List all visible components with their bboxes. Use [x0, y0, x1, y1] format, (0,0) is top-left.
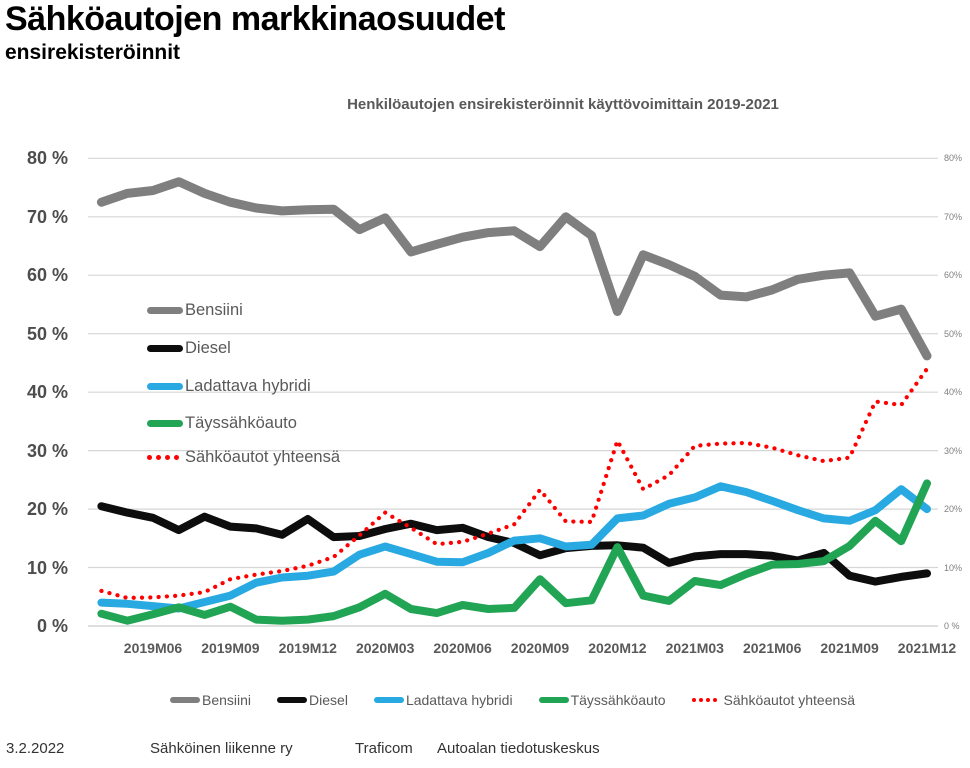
y-tick-label-left-60: 60 %: [26, 265, 68, 286]
legend-item-ladattava-hybridi: Ladattava hybridi: [147, 375, 311, 397]
series-line-bensiini: [96, 177, 932, 361]
footer-source-electric-traffic: Sähköinen liikenne ry: [150, 740, 293, 757]
bottom-legend-label-tayssahkoauto: Täyssähköauto: [570, 692, 666, 708]
y-tick-label-right-0: 0 %: [944, 621, 960, 631]
y-tick-label-right-20: 20%: [944, 504, 963, 515]
y-tick-label-right-80: 80%: [944, 153, 963, 164]
bottom-legend-item-sahkoautot-yhteensa: Sähköautot yhteensä: [691, 692, 856, 708]
x-tick-label-2019M06: 2019M06: [123, 640, 183, 656]
y-tick-label-right-10: 10%: [944, 562, 963, 573]
legend-swatch-diesel-line-icon: [147, 344, 183, 352]
x-tick-label-2021M06: 2021M06: [742, 640, 802, 656]
x-tick-label-2019M09: 2019M09: [201, 640, 260, 656]
y-tick-label-right-70: 70%: [944, 211, 963, 222]
y-tick-label-right-40: 40%: [944, 387, 963, 398]
legend-label-tayssahkoauto: Täyssähköauto: [185, 413, 297, 432]
legend-label-bensiini: Bensiini: [185, 300, 243, 319]
bottom-legend-item-diesel: Diesel: [277, 692, 348, 708]
footer-date: 3.2.2022: [6, 740, 65, 757]
y-tick-label-right-60: 60%: [944, 270, 963, 281]
legend-swatch-bensiini-line-icon: [170, 697, 200, 703]
legend-item-tayssahkoauto: Täyssähköauto: [147, 412, 297, 434]
bottom-legend-label-sahkoautot-yhteensa: Sähköautot yhteensä: [723, 692, 856, 708]
x-tick-label-2019M12: 2019M12: [278, 640, 337, 656]
legend-label-diesel: Diesel: [185, 338, 231, 357]
x-tick-label-2020M09: 2020M09: [510, 640, 570, 656]
legend-label-sahkoautot-yhteensa: Sähköautot yhteensä: [185, 447, 341, 466]
bottom-legend-label-bensiini: Bensiini: [202, 692, 252, 708]
y-tick-label-right-30: 30%: [944, 445, 963, 456]
y-tick-label-left-0: 0 %: [36, 616, 68, 636]
page-subtitle: ensirekisteröinnit: [5, 41, 181, 64]
x-tick-label-2021M03: 2021M03: [665, 640, 724, 656]
footer-source-traficom: Traficom: [355, 740, 413, 757]
legend-item-sahkoautot-yhteensa: Sähköautot yhteensä: [147, 446, 340, 468]
y-tick-label-left-30: 30 %: [26, 440, 68, 461]
y-tick-label-left-70: 70 %: [26, 206, 68, 227]
x-tick-label-2021M12: 2021M12: [897, 640, 957, 656]
chart-title: Henkilöautojen ensirekisteröinnit käyttö…: [347, 96, 779, 113]
y-tick-label-left-80: 80 %: [26, 148, 68, 169]
x-tick-label-2021M09: 2021M09: [820, 640, 879, 656]
y-tick-label-right-50: 50%: [944, 328, 963, 339]
legend-swatch-bensiini-line-icon: [147, 306, 183, 314]
legend-swatch-ladattava-hybridi-line-icon: [147, 382, 183, 390]
bottom-legend-item-ladattava-hybridi: Ladattava hybridi: [373, 692, 513, 708]
series-line-ladattava-hybridi: [97, 482, 931, 613]
x-tick-label-2020M06: 2020M06: [433, 640, 492, 656]
bottom-legend-item-bensiini: Bensiini: [170, 692, 251, 708]
series-line-sahkoautot-yhteensa: [99, 366, 930, 601]
legend-item-diesel: Diesel: [147, 337, 231, 359]
legend-swatch-diesel-line-icon: [277, 697, 308, 703]
series-line-tayssahkoauto: [97, 479, 931, 625]
x-tick-label-2020M12: 2020M12: [588, 640, 647, 656]
legend-swatch-ladattava-hybridi-line-icon: [373, 697, 404, 703]
legend-swatch-sahkoautot-yhteensa-dotted-line-icon: [691, 698, 722, 702]
y-tick-label-left-40: 40 %: [26, 382, 68, 403]
bottom-legend-label-diesel: Diesel: [309, 692, 348, 708]
y-tick-label-left-10: 10 %: [26, 557, 68, 578]
legend-label-ladattava-hybridi: Ladattava hybridi: [185, 376, 311, 395]
legend-swatch-sahkoautot-yhteensa-dotted-line-icon: [147, 454, 183, 460]
footer-source-autoala: Autoalan tiedotuskeskus: [437, 740, 600, 757]
page-title: Sähköautojen markkinaosuudet: [5, 0, 505, 38]
x-tick-label-2020M03: 2020M03: [355, 640, 415, 656]
legend-swatch-tayssahkoauto-line-icon: [147, 419, 183, 427]
y-tick-label-left-50: 50 %: [26, 323, 68, 344]
legend-item-bensiini: Bensiini: [147, 299, 243, 321]
chart-legend-bottom: Bensiini Diesel Ladattava hybridi Täyssähkö…: [170, 692, 855, 708]
bottom-legend-label-ladattava-hybridi: Ladattava hybridi: [405, 692, 513, 708]
legend-swatch-tayssahkoauto-line-icon: [538, 697, 569, 703]
y-tick-label-left-20: 20 %: [26, 499, 68, 520]
bottom-legend-item-tayssahkoauto: Täyssähköauto: [538, 692, 666, 708]
